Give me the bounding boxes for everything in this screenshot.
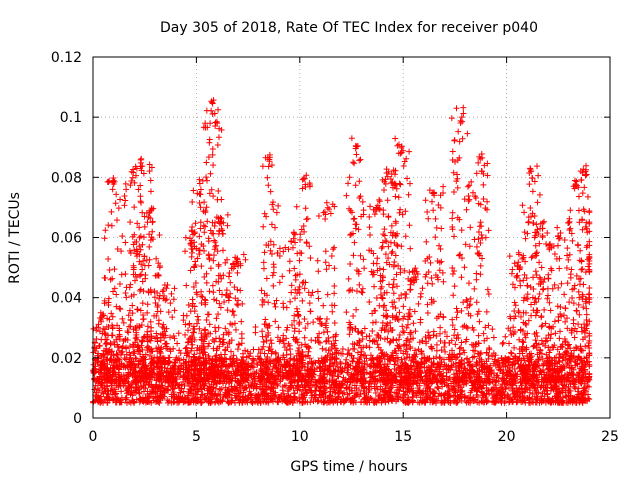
chart-background (0, 0, 640, 480)
